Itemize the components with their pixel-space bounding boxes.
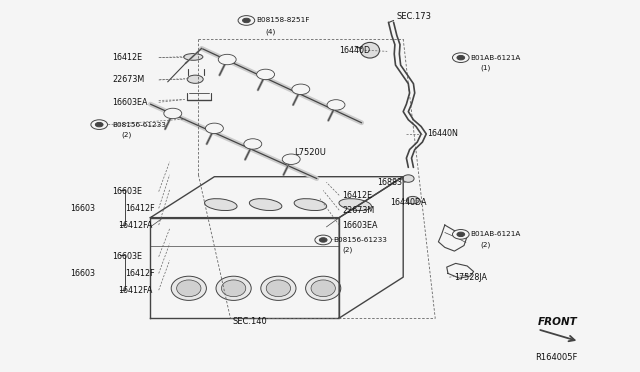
Circle shape bbox=[244, 139, 262, 149]
Text: (4): (4) bbox=[266, 28, 276, 35]
Ellipse shape bbox=[184, 54, 203, 60]
Circle shape bbox=[282, 154, 300, 164]
Ellipse shape bbox=[261, 276, 296, 301]
Text: B08156-61233: B08156-61233 bbox=[333, 237, 387, 243]
Text: 16412F: 16412F bbox=[125, 269, 154, 278]
Text: 16440D: 16440D bbox=[339, 46, 371, 55]
Text: SEC.173: SEC.173 bbox=[397, 12, 432, 21]
Text: B01AB-6121A: B01AB-6121A bbox=[470, 55, 521, 61]
Ellipse shape bbox=[406, 196, 419, 204]
Ellipse shape bbox=[360, 42, 380, 58]
Text: 16412FA: 16412FA bbox=[118, 286, 153, 295]
Text: 16440N: 16440N bbox=[428, 129, 458, 138]
Ellipse shape bbox=[339, 199, 371, 211]
Text: 17528JA: 17528JA bbox=[454, 273, 488, 282]
Ellipse shape bbox=[403, 175, 414, 182]
Text: 16412E: 16412E bbox=[112, 53, 142, 62]
Circle shape bbox=[327, 100, 345, 110]
Circle shape bbox=[91, 120, 108, 129]
Circle shape bbox=[164, 108, 182, 119]
Ellipse shape bbox=[294, 199, 326, 211]
Ellipse shape bbox=[221, 280, 246, 297]
Text: B08156-61233: B08156-61233 bbox=[112, 122, 166, 128]
Text: 22673M: 22673M bbox=[342, 206, 374, 215]
Ellipse shape bbox=[250, 199, 282, 211]
Ellipse shape bbox=[172, 276, 206, 301]
Circle shape bbox=[205, 123, 223, 134]
Text: SEC.140: SEC.140 bbox=[232, 317, 267, 326]
Text: 16883: 16883 bbox=[378, 178, 403, 187]
Text: R164005F: R164005F bbox=[536, 353, 578, 362]
Text: 16603: 16603 bbox=[70, 269, 95, 278]
Text: B01AB-6121A: B01AB-6121A bbox=[470, 231, 521, 237]
Ellipse shape bbox=[187, 75, 204, 83]
Text: 16412FA: 16412FA bbox=[118, 221, 153, 230]
Circle shape bbox=[218, 54, 236, 65]
Text: FRONT: FRONT bbox=[538, 317, 577, 327]
Circle shape bbox=[95, 122, 103, 127]
Circle shape bbox=[452, 230, 469, 239]
Text: 16412E: 16412E bbox=[342, 191, 372, 200]
Text: 16412F: 16412F bbox=[125, 204, 154, 213]
Text: (1): (1) bbox=[480, 64, 490, 71]
Ellipse shape bbox=[205, 199, 237, 211]
Circle shape bbox=[257, 69, 275, 80]
Text: 16440DA: 16440DA bbox=[390, 198, 427, 207]
Text: (2): (2) bbox=[122, 131, 132, 138]
Circle shape bbox=[315, 235, 332, 245]
Text: 16603E: 16603E bbox=[112, 252, 142, 261]
Circle shape bbox=[238, 16, 255, 25]
Ellipse shape bbox=[306, 276, 341, 301]
Text: (2): (2) bbox=[480, 241, 490, 248]
Text: L7520U: L7520U bbox=[294, 148, 326, 157]
Text: 16603E: 16603E bbox=[112, 187, 142, 196]
Text: (2): (2) bbox=[342, 247, 353, 253]
Circle shape bbox=[452, 53, 469, 62]
Circle shape bbox=[457, 55, 465, 60]
Circle shape bbox=[243, 18, 250, 23]
Text: 16603EA: 16603EA bbox=[112, 98, 147, 107]
Circle shape bbox=[292, 84, 310, 94]
Text: B08158-8251F: B08158-8251F bbox=[256, 17, 309, 23]
Ellipse shape bbox=[216, 276, 251, 301]
Text: 22673M: 22673M bbox=[112, 76, 144, 84]
Circle shape bbox=[319, 238, 327, 242]
Ellipse shape bbox=[177, 280, 201, 297]
Ellipse shape bbox=[266, 280, 291, 297]
Text: 16603EA: 16603EA bbox=[342, 221, 378, 230]
Text: 16603: 16603 bbox=[70, 204, 95, 213]
Ellipse shape bbox=[311, 280, 335, 297]
Circle shape bbox=[457, 232, 465, 237]
